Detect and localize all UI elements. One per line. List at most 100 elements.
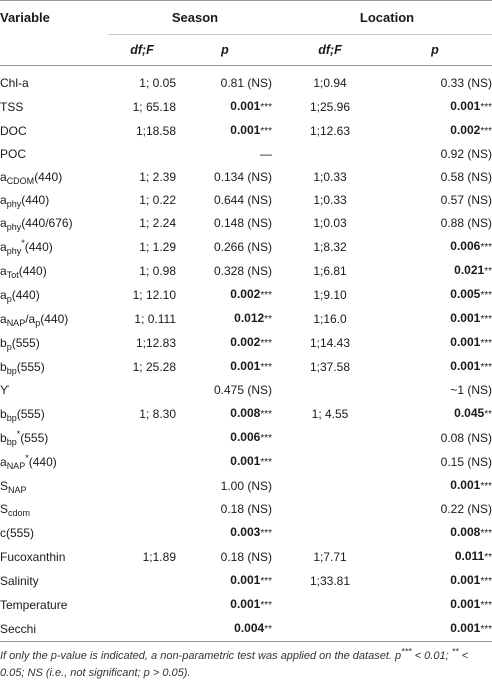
location-df-f <box>282 143 378 166</box>
variable-part: (555) <box>11 335 40 350</box>
variable-part: /a <box>25 311 36 326</box>
season-p-value: 0.148 (NS) <box>178 212 282 235</box>
p-value-text: 0.18 (NS) <box>220 502 272 516</box>
p-value-text: 0.33 (NS) <box>440 76 492 90</box>
p-value-text: 0.006 <box>450 239 481 253</box>
variable-part: p <box>6 341 12 352</box>
location-df-f: 1;0.94 <box>313 76 347 90</box>
p-value-text: — <box>260 147 272 161</box>
significance-stars: ** <box>484 409 492 420</box>
season-p-value: 0.008*** <box>178 402 282 426</box>
variable-part: a <box>0 311 7 326</box>
significance-stars: *** <box>480 624 492 635</box>
location-p-value: 0.33 (NS) <box>378 66 492 96</box>
variable-part: (440) <box>21 193 50 207</box>
season-p-value: 0.644 (NS) <box>178 189 282 212</box>
location-p-value: 0.006*** <box>378 235 492 259</box>
season-df-f: 1; 12.10 <box>132 287 176 302</box>
season-df-f: 1;18.58 <box>135 123 176 138</box>
variable-part: Temperature <box>0 597 68 612</box>
variable-name: Fucoxanthin <box>0 545 108 569</box>
significance-stars: *** <box>480 338 492 349</box>
variable-part: (555) <box>16 359 45 374</box>
significance-stars: ** <box>484 552 492 563</box>
variable-part: a <box>0 193 7 207</box>
location-df-f: 1;25.96 <box>309 99 351 114</box>
variable-name: TSS <box>0 95 108 119</box>
season-p-value: 0.006*** <box>178 426 282 450</box>
footnote-text-3: < 0.05; NS (i.e., not significant; p > 0… <box>0 650 469 679</box>
significance-stars: *** <box>480 242 492 253</box>
p-value-text: 0.328 (NS) <box>213 263 272 278</box>
table-row: aNAP*(440) 0.001*** 0.15 (NS) <box>0 450 492 474</box>
variable-name: SNAP <box>0 474 108 498</box>
significance-stars: *** <box>260 102 272 113</box>
variable-name: Scdom <box>0 498 108 521</box>
variable-part: (440) <box>18 263 47 278</box>
p-value-text: 0.266 (NS) <box>213 239 272 254</box>
variable-name: aNAP*(440) <box>0 450 108 474</box>
p-value-text: 0.005 <box>450 287 481 301</box>
table-row: Secchi 0.004** 0.001*** <box>0 617 492 642</box>
variable-part: TSS <box>0 99 24 114</box>
significance-stars: *** <box>260 433 272 444</box>
p-value-text: 0.001 <box>230 573 261 587</box>
table-row: aNAP/ap(440) 1; 0.111 0.012** 1;16.0 0.001**… <box>0 307 492 331</box>
location-df-f: 1;7.71 <box>313 549 347 564</box>
table-row: POC — 0.92 (NS) <box>0 143 492 166</box>
season-df-f: 1;12.83 <box>135 335 176 350</box>
header-location-p: p <box>378 34 492 66</box>
table-row: Scdom 0.18 (NS) 0.22 (NS) <box>0 498 492 521</box>
location-df-f: 1;12.63 <box>309 123 351 138</box>
season-df-f <box>108 521 178 545</box>
season-df-f: 1;1.89 <box>142 549 176 564</box>
footnote-sup-1: *** <box>401 646 412 657</box>
location-df-f: 1;0.33 <box>313 193 347 207</box>
location-p-value: 0.001*** <box>378 593 492 617</box>
variable-part: (440/676) <box>21 216 73 230</box>
location-p-value: 0.021** <box>378 259 492 283</box>
season-df-f: 1; 1.29 <box>139 239 176 254</box>
location-df-f: 1;14.43 <box>309 335 351 350</box>
location-p-value: 0.001*** <box>378 331 492 355</box>
location-df-f: 1;33.81 <box>309 573 351 588</box>
footnote-text-1: If only the p-value is indicated, a non-… <box>0 650 402 662</box>
variable-part: b <box>0 359 7 374</box>
p-value-text: 0.001 <box>230 454 261 468</box>
p-value-text: 0.011 <box>454 549 485 563</box>
variable-name: aphy*(440) <box>0 235 108 259</box>
season-p-value: 0.001*** <box>178 95 282 119</box>
p-value-text: 0.18 (NS) <box>220 549 272 564</box>
location-df-f: 1;16.0 <box>313 311 347 326</box>
location-df-f <box>282 498 378 521</box>
table-row: SNAP 1.00 (NS) 0.001*** <box>0 474 492 498</box>
variable-part: Tot <box>6 269 19 280</box>
season-df-f <box>108 426 178 450</box>
table-row: aphy(440) 1; 0.22 0.644 (NS) 1;0.33 0.57 (NS… <box>0 189 492 212</box>
location-df-f <box>282 450 378 474</box>
p-value-text: 0.008 <box>450 525 481 539</box>
location-df-f <box>282 426 378 450</box>
significance-stars: *** <box>260 576 272 587</box>
p-value-text: 0.002 <box>230 335 261 349</box>
location-p-value: 0.011** <box>378 545 492 569</box>
p-value-text: 0.92 (NS) <box>440 147 492 161</box>
p-value-text: 0.001 <box>450 359 481 373</box>
season-p-value: 0.001*** <box>178 569 282 593</box>
variable-part: p <box>6 293 12 304</box>
variable-part: a <box>0 170 7 184</box>
variable-part: a <box>0 263 7 278</box>
table-footnote: If only the p-value is indicated, a non-… <box>0 642 488 682</box>
variable-part: CDOM <box>6 176 35 186</box>
variable-name: DOC <box>0 119 108 143</box>
variable-part: c(555) <box>0 525 35 540</box>
p-value-text: 1.00 (NS) <box>220 478 272 493</box>
location-p-value: 0.15 (NS) <box>378 450 492 474</box>
location-p-value: 0.58 (NS) <box>378 166 492 189</box>
p-value-text: 0.001 <box>230 123 261 137</box>
header-season-p: p <box>178 34 282 66</box>
variable-part: b <box>0 335 7 350</box>
location-p-value: ~1 (NS) <box>378 379 492 402</box>
p-value-text: 0.001 <box>450 335 481 349</box>
